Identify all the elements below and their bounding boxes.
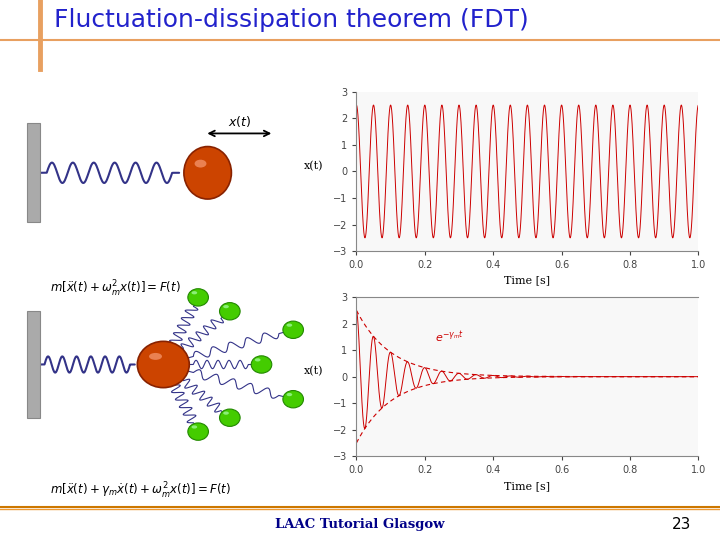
Polygon shape <box>27 123 40 222</box>
Ellipse shape <box>220 409 240 427</box>
Ellipse shape <box>283 321 304 339</box>
Ellipse shape <box>194 160 207 167</box>
Ellipse shape <box>192 291 197 294</box>
Ellipse shape <box>255 358 261 361</box>
Ellipse shape <box>223 411 229 415</box>
Ellipse shape <box>184 146 231 199</box>
Ellipse shape <box>287 323 292 327</box>
Text: 23: 23 <box>672 517 691 532</box>
X-axis label: Time [s]: Time [s] <box>504 276 551 286</box>
Ellipse shape <box>287 393 292 396</box>
Polygon shape <box>27 311 40 418</box>
Text: $e^{-\gamma_m t}$: $e^{-\gamma_m t}$ <box>435 329 464 345</box>
Ellipse shape <box>138 341 189 388</box>
Ellipse shape <box>192 426 197 429</box>
Text: $m[\ddot{x}(t) + \gamma_m \dot{x}(t) + \omega_m^2 x(t)] = F(t)$: $m[\ddot{x}(t) + \gamma_m \dot{x}(t) + \… <box>50 481 232 502</box>
Ellipse shape <box>220 302 240 320</box>
Ellipse shape <box>283 390 304 408</box>
Text: $m[\ddot{x}(t) + \omega_m^2 x(t)] = F(t)$: $m[\ddot{x}(t) + \omega_m^2 x(t)] = F(t)… <box>50 279 181 299</box>
X-axis label: Time [s]: Time [s] <box>504 481 551 491</box>
Ellipse shape <box>251 356 272 373</box>
Text: LAAC Tutorial Glasgow: LAAC Tutorial Glasgow <box>275 518 445 531</box>
Text: $x(t)$: $x(t)$ <box>228 114 251 129</box>
Text: Fluctuation-dissipation theorem (FDT): Fluctuation-dissipation theorem (FDT) <box>54 9 528 32</box>
Y-axis label: x(t): x(t) <box>304 366 323 377</box>
Ellipse shape <box>188 423 209 440</box>
Ellipse shape <box>149 353 162 360</box>
Ellipse shape <box>188 289 209 306</box>
Ellipse shape <box>223 305 229 308</box>
Y-axis label: x(t): x(t) <box>304 161 323 171</box>
